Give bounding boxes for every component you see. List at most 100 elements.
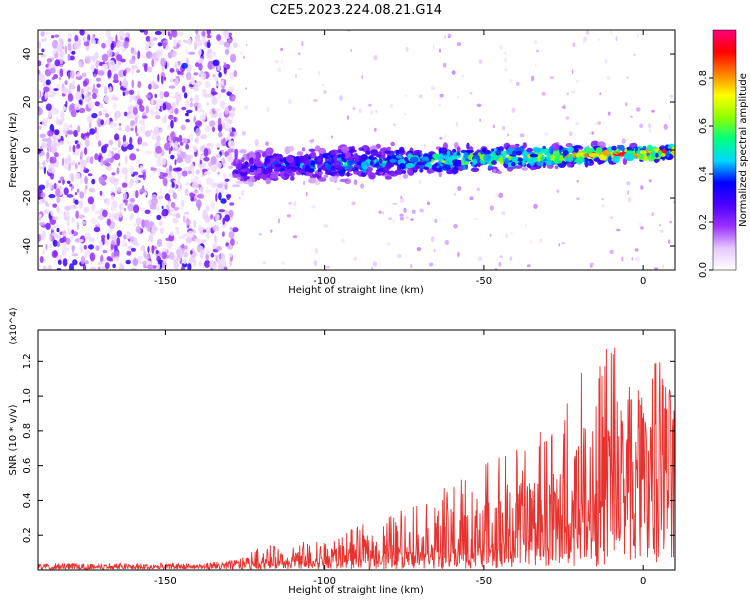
spectrogram-cell (95, 131, 100, 141)
spectrogram-cell (156, 214, 162, 221)
spectrogram-cell (530, 75, 535, 82)
spectrogram-cell (217, 183, 223, 189)
spectrogram-cell (325, 171, 334, 176)
spectrogram-cell (630, 115, 633, 118)
spectrogram-cell (230, 238, 235, 247)
spectrogram-cell (49, 235, 52, 243)
spectrogram-cell (79, 30, 85, 36)
spectrogram-cell (626, 154, 635, 162)
spectrogram-cell (242, 181, 250, 185)
spectrogram-cell (43, 160, 46, 168)
spectrogram-cell (475, 218, 478, 221)
spectrogram-cell (74, 199, 79, 205)
spectrogram-cell (444, 239, 449, 246)
spectrogram-cell (402, 173, 409, 179)
spectrogram-cell (78, 99, 83, 105)
spectrogram-cell (53, 74, 58, 79)
spectrogram-cell (184, 138, 188, 144)
spectrogram-cell (197, 103, 203, 113)
spectrogram-cell (185, 49, 189, 55)
spectrogram-cell (310, 139, 313, 144)
spectrogram-cell (177, 39, 182, 45)
spectrogram-cell (127, 245, 133, 250)
spectrogram-cell (669, 94, 674, 99)
spectrogram-cell (216, 34, 222, 41)
spectrogram-cell (544, 148, 549, 154)
spectrogram-cell (87, 196, 95, 205)
spectrogram-cell (228, 231, 235, 239)
spectrogram-cell (329, 176, 336, 183)
spectrogram-cell (501, 211, 506, 216)
spectrogram-cell (410, 264, 413, 269)
spectrogram-cell (161, 251, 168, 260)
spectrogram-cell (144, 130, 151, 137)
spectrogram-cell (38, 60, 42, 67)
spectrogram-cell (131, 67, 134, 76)
spectrogram-cell (150, 81, 157, 85)
spectrogram-cell (145, 35, 151, 42)
spectrogram-cell (127, 111, 131, 116)
spectrogram-cell (301, 147, 306, 152)
spectrogram-cell (114, 244, 118, 252)
spectrogram-cell (167, 31, 171, 37)
spectrogram-cell (179, 151, 187, 159)
spectrogram-cell (400, 197, 405, 203)
spectrogram-cell (81, 72, 87, 78)
spectrogram-cell (184, 112, 189, 117)
spectrogram-cell (41, 48, 45, 53)
spectrogram-cell (123, 111, 128, 117)
spectrogram-cell (220, 88, 226, 93)
spectrogram-cell (206, 34, 212, 39)
spectrogram-cell (38, 90, 41, 99)
spectrogram-cell (117, 186, 122, 193)
spectrogram-cell (170, 231, 174, 237)
spectrogram-cell (226, 121, 230, 130)
spectrogram-cell (599, 92, 602, 96)
spectrogram-cell (224, 106, 230, 115)
spectrogram-cell (205, 233, 210, 239)
spectrogram-cell (359, 155, 367, 162)
spectrogram-cell (101, 53, 109, 62)
spectrogram-cell (563, 104, 566, 110)
spectrogram-cell (206, 247, 210, 255)
spectrogram-cell (218, 209, 226, 213)
spectrogram-cell (178, 235, 185, 240)
spectrogram-cell (156, 168, 163, 172)
spectrogram-cell (98, 176, 106, 185)
spectrogram-cell (129, 198, 135, 203)
spectrogram-cell (476, 103, 482, 108)
spectrogram-cell (499, 156, 504, 165)
spectrogram-cell (371, 266, 374, 270)
spectrogram-cell (240, 52, 244, 55)
spectrogram-cell (259, 174, 268, 179)
spectrogram-cell (288, 202, 292, 205)
spectrogram-cell (59, 59, 63, 65)
spectrogram-cell (170, 201, 176, 209)
spectrogram-cell (346, 171, 350, 177)
spectrogram-cell (156, 135, 161, 143)
spectrogram-cell (131, 79, 135, 89)
spectrogram-cell (67, 218, 70, 227)
spectrogram-cell (659, 224, 661, 227)
spectrogram-cell (169, 68, 175, 73)
spectrogram-cell (170, 146, 173, 152)
spectrogram-cell (161, 260, 167, 269)
spectrogram-cell (209, 120, 216, 127)
spectrogram-cell (195, 33, 201, 42)
spectrogram-cell (60, 118, 63, 124)
spectrogram-cell (57, 259, 62, 265)
spectrogram-cell (172, 217, 178, 223)
spectrogram-cell (96, 221, 100, 227)
spectrogram-cell (572, 42, 576, 48)
spectrogram-cell (286, 155, 295, 164)
spectrogram-cell (180, 124, 186, 131)
spectrogram-cell (124, 125, 131, 133)
spectrogram-cell (161, 211, 167, 217)
spectrogram-cell (176, 157, 183, 163)
spectrogram-cell (235, 180, 244, 184)
spectrogram-cell (265, 177, 271, 185)
spectrogram-cell (651, 212, 654, 217)
spectrogram-cell (218, 40, 225, 46)
spectrogram-cell (609, 249, 614, 255)
